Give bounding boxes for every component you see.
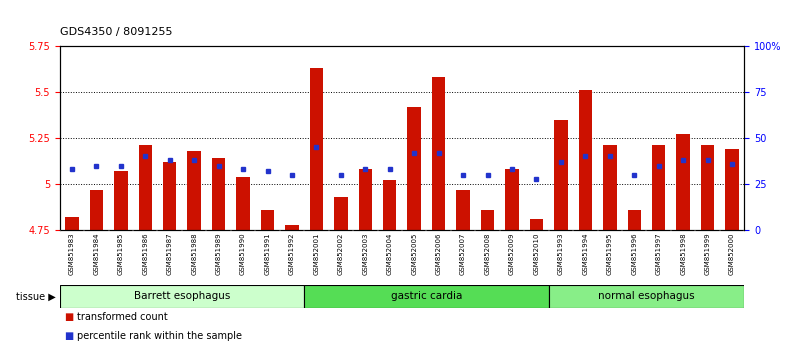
Text: GSM852006: GSM852006 — [435, 233, 442, 275]
Bar — [548, 285, 744, 308]
Text: GSM851991: GSM851991 — [264, 233, 271, 275]
Bar — [579, 90, 592, 230]
Bar — [90, 190, 103, 230]
Bar — [304, 285, 548, 308]
Bar — [408, 107, 421, 230]
Text: GSM852009: GSM852009 — [509, 233, 515, 275]
Bar — [456, 190, 470, 230]
Bar — [236, 177, 250, 230]
Text: GSM852010: GSM852010 — [533, 233, 540, 275]
Text: ■: ■ — [64, 312, 73, 321]
Text: GSM851997: GSM851997 — [656, 233, 661, 275]
Text: GSM852002: GSM852002 — [338, 233, 344, 275]
Bar — [261, 210, 275, 230]
Text: GSM851990: GSM851990 — [240, 233, 246, 275]
Bar — [212, 158, 225, 230]
Text: gastric cardia: gastric cardia — [391, 291, 462, 302]
Text: GSM851986: GSM851986 — [142, 233, 148, 275]
Text: GSM851993: GSM851993 — [558, 233, 564, 275]
Bar — [163, 162, 177, 230]
Text: GSM852007: GSM852007 — [460, 233, 466, 275]
Text: transformed count: transformed count — [77, 312, 168, 321]
Text: GSM851984: GSM851984 — [93, 233, 100, 275]
Text: GSM851994: GSM851994 — [583, 233, 588, 275]
Bar — [187, 151, 201, 230]
Text: GDS4350 / 8091255: GDS4350 / 8091255 — [60, 27, 172, 38]
Bar — [603, 145, 617, 230]
Text: GSM851996: GSM851996 — [631, 233, 638, 275]
Bar — [481, 210, 494, 230]
Bar — [700, 145, 714, 230]
Text: percentile rank within the sample: percentile rank within the sample — [77, 331, 242, 341]
Bar — [677, 135, 690, 230]
Text: GSM851989: GSM851989 — [216, 233, 221, 275]
Bar — [627, 210, 641, 230]
Bar — [725, 149, 739, 230]
Text: GSM851987: GSM851987 — [166, 233, 173, 275]
Text: normal esophagus: normal esophagus — [598, 291, 695, 302]
Bar — [334, 197, 348, 230]
Text: ■: ■ — [64, 331, 73, 341]
Text: GSM852003: GSM852003 — [362, 233, 369, 275]
Bar — [383, 181, 396, 230]
Bar — [139, 145, 152, 230]
Bar — [432, 77, 446, 230]
Bar — [358, 169, 372, 230]
Text: Barrett esophagus: Barrett esophagus — [134, 291, 230, 302]
Text: GSM851995: GSM851995 — [607, 233, 613, 275]
Bar — [114, 171, 127, 230]
Text: GSM852001: GSM852001 — [314, 233, 319, 275]
Bar — [652, 145, 665, 230]
Bar — [554, 120, 568, 230]
Bar — [529, 219, 543, 230]
Text: GSM851999: GSM851999 — [704, 233, 711, 275]
Bar — [65, 217, 79, 230]
Bar — [60, 285, 304, 308]
Text: GSM852000: GSM852000 — [729, 233, 735, 275]
Text: GSM852008: GSM852008 — [485, 233, 490, 275]
Text: GSM851992: GSM851992 — [289, 233, 295, 275]
Text: tissue ▶: tissue ▶ — [16, 291, 56, 302]
Text: GSM851983: GSM851983 — [69, 233, 75, 275]
Text: GSM851988: GSM851988 — [191, 233, 197, 275]
Text: GSM851998: GSM851998 — [680, 233, 686, 275]
Bar — [505, 169, 519, 230]
Bar — [285, 224, 298, 230]
Text: GSM851985: GSM851985 — [118, 233, 124, 275]
Text: GSM852005: GSM852005 — [412, 233, 417, 275]
Bar — [310, 68, 323, 230]
Text: GSM852004: GSM852004 — [387, 233, 392, 275]
